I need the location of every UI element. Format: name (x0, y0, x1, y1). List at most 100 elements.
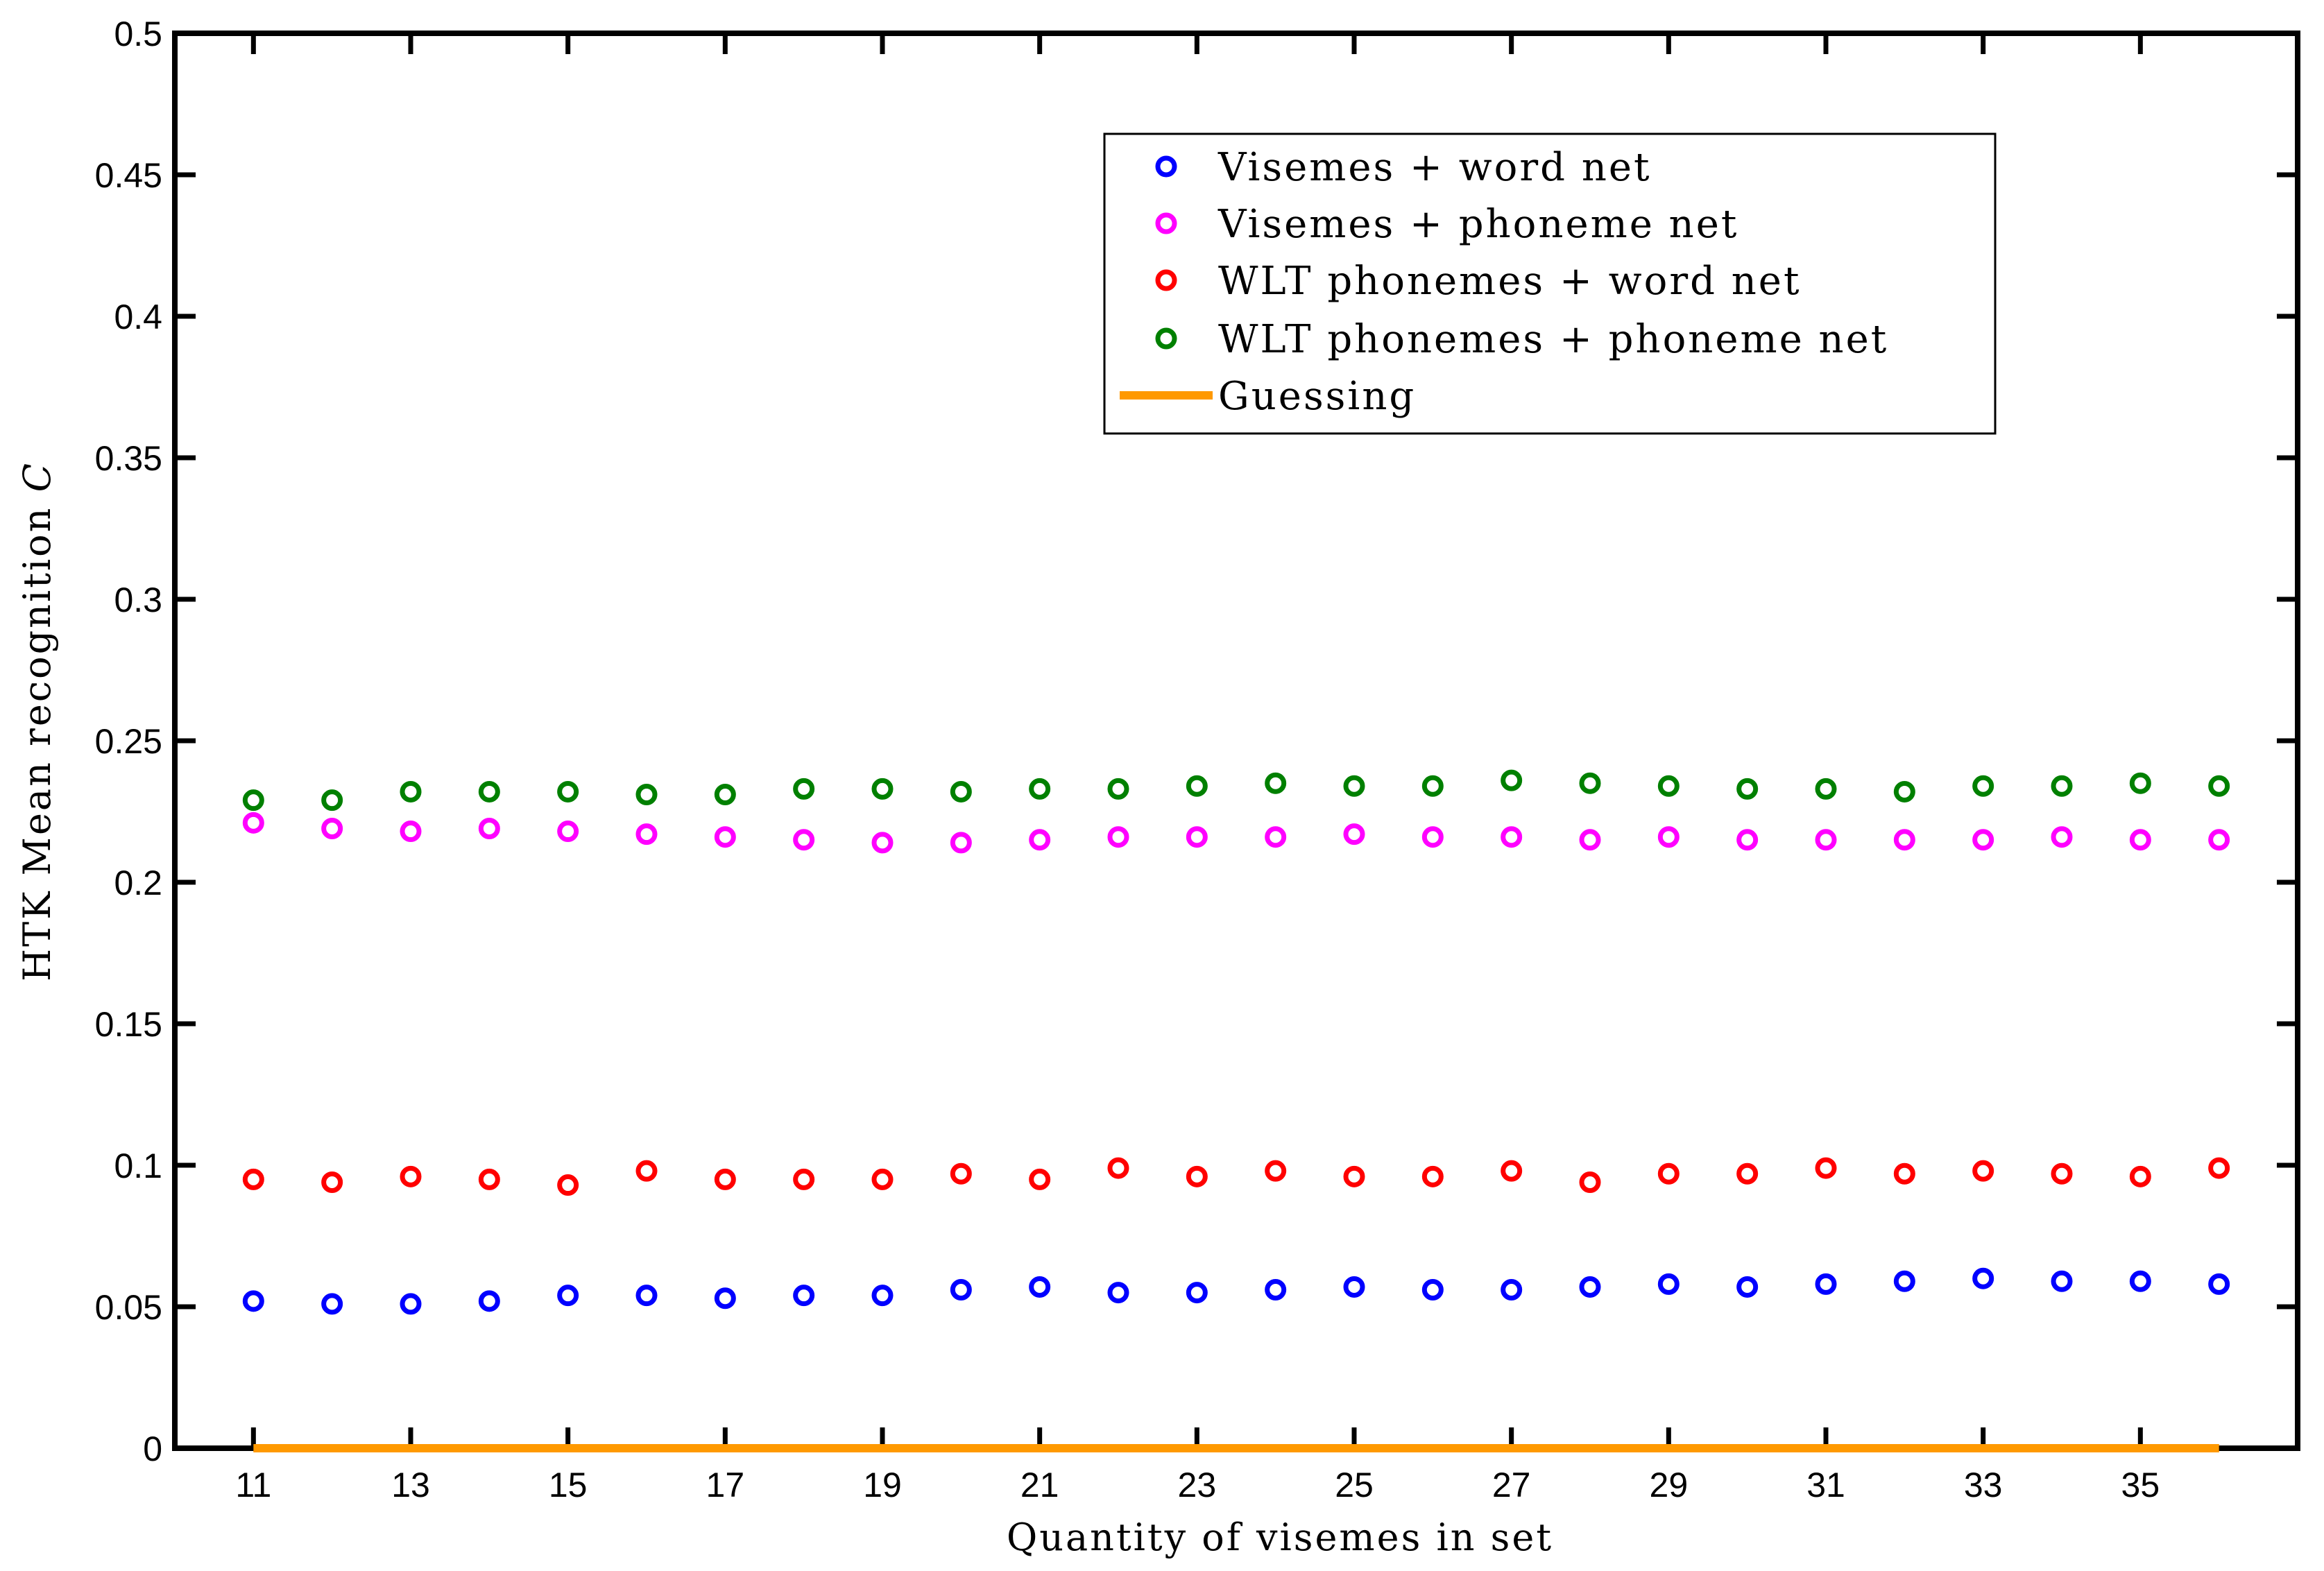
data-point (1501, 769, 1523, 791)
data-point (1343, 823, 1365, 845)
data-point (1421, 826, 1444, 848)
x-tick-label: 35 (2121, 1466, 2160, 1504)
y-axis-title-text: HTK Mean recognition (15, 492, 59, 981)
data-point (871, 778, 894, 800)
data-point (1029, 1168, 1051, 1190)
series-wlt-phonemes-phoneme-net (242, 769, 2230, 812)
data-point (321, 789, 343, 812)
data-point (871, 1168, 894, 1190)
data-point (1107, 778, 1129, 800)
data-point (1029, 829, 1051, 851)
y-tick-label: 0.4 (114, 298, 162, 336)
data-point (793, 829, 815, 851)
data-point (714, 1287, 736, 1310)
data-point (1421, 775, 1444, 797)
data-point (478, 817, 500, 839)
data-point (1972, 829, 1994, 851)
legend-label: WLT phonemes + phoneme net (1218, 317, 1888, 362)
y-tick-label: 0 (143, 1430, 162, 1468)
data-point (2051, 1162, 2073, 1185)
data-point (1579, 1276, 1601, 1298)
legend-label: WLT phonemes + word net (1218, 259, 1801, 304)
data-point (1107, 1157, 1129, 1179)
legend-swatch (1155, 269, 1177, 291)
data-point (1579, 829, 1601, 851)
y-tick-label: 0.2 (114, 864, 162, 902)
data-point (1815, 1273, 1837, 1295)
data-point (1893, 829, 1915, 851)
data-point (478, 780, 500, 802)
data-point (1657, 775, 1680, 797)
data-point (242, 789, 264, 812)
data-point (1029, 1276, 1051, 1298)
x-tick-label: 13 (391, 1466, 430, 1504)
y-tick-label: 0.35 (95, 439, 162, 478)
data-point (2129, 772, 2151, 794)
data-point (1265, 826, 1287, 848)
x-tick-label: 19 (863, 1466, 902, 1504)
data-point (1736, 829, 1759, 851)
axes: 11 13 15 17 19 21 23 25 27 29 31 33 35 0 0.05 0.1 0.15 0.… (95, 15, 2300, 1504)
data-point (478, 1168, 500, 1190)
data-point (950, 832, 972, 854)
data-point (1343, 775, 1365, 797)
x-tick-label: 15 (549, 1466, 588, 1504)
legend-swatch (1155, 327, 1177, 350)
data-point (2051, 826, 2073, 848)
data-point (242, 812, 264, 834)
data-point (400, 1165, 422, 1187)
data-point (1736, 1162, 1759, 1185)
data-point (635, 1285, 658, 1307)
data-point (1579, 772, 1601, 794)
data-point (950, 1279, 972, 1301)
data-point (2129, 829, 2151, 851)
y-tick-label: 0.45 (95, 156, 162, 195)
data-point (321, 817, 343, 839)
legend-label: Visemes + word net (1217, 145, 1652, 190)
x-tick-label: 29 (1650, 1466, 1689, 1504)
data-point (1421, 1279, 1444, 1301)
legend-box (1103, 132, 1997, 435)
data-point (1893, 1270, 1915, 1292)
data-point (1421, 1165, 1444, 1187)
data-point (950, 1162, 972, 1185)
y-tick-label: 0.05 (95, 1288, 162, 1327)
data-point (1657, 826, 1680, 848)
legend-label: Visemes + phoneme net (1217, 202, 1738, 247)
data-point (635, 823, 658, 845)
data-point (793, 1285, 815, 1307)
data-point (321, 1293, 343, 1315)
x-tick-label: 33 (1964, 1466, 2003, 1504)
data-point (242, 1168, 264, 1190)
data-point (1186, 775, 1208, 797)
data-point (557, 780, 579, 802)
data-point (400, 1293, 422, 1315)
data-point (714, 1168, 736, 1190)
data-point (1893, 1162, 1915, 1185)
x-axis-title: Quantity of visemes in set (1007, 1516, 1553, 1559)
data-point (1501, 1160, 1523, 1182)
y-axis-title-symbol: C (15, 461, 59, 492)
data-point (1343, 1276, 1365, 1298)
data-point (1186, 1165, 1208, 1187)
data-point (950, 780, 972, 802)
legend-label: Guessing (1218, 374, 1416, 419)
y-tick-label: 0.5 (114, 15, 162, 53)
data-point (400, 821, 422, 843)
x-tick-label: 17 (706, 1466, 745, 1504)
data-point (1501, 1279, 1523, 1301)
data-point (635, 1160, 658, 1182)
data-point (871, 1285, 894, 1307)
data-point (1343, 1165, 1365, 1187)
data-point (321, 1171, 343, 1193)
data-point (1501, 826, 1523, 848)
data-point (793, 778, 815, 800)
data-point (1736, 778, 1759, 800)
data-point (1579, 1171, 1601, 1193)
data-point (1265, 1160, 1287, 1182)
legend-swatch (1155, 212, 1177, 234)
data-point (1893, 780, 1915, 802)
legend: Visemes + word net Visemes + phoneme net W… (1103, 132, 1997, 435)
data-point (714, 784, 736, 806)
